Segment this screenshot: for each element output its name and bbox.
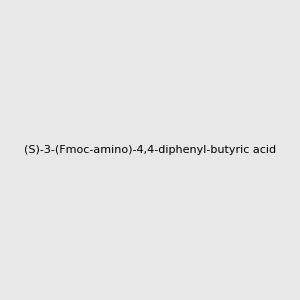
Text: (S)-3-(Fmoc-amino)-4,4-diphenyl-butyric acid: (S)-3-(Fmoc-amino)-4,4-diphenyl-butyric …	[24, 145, 276, 155]
